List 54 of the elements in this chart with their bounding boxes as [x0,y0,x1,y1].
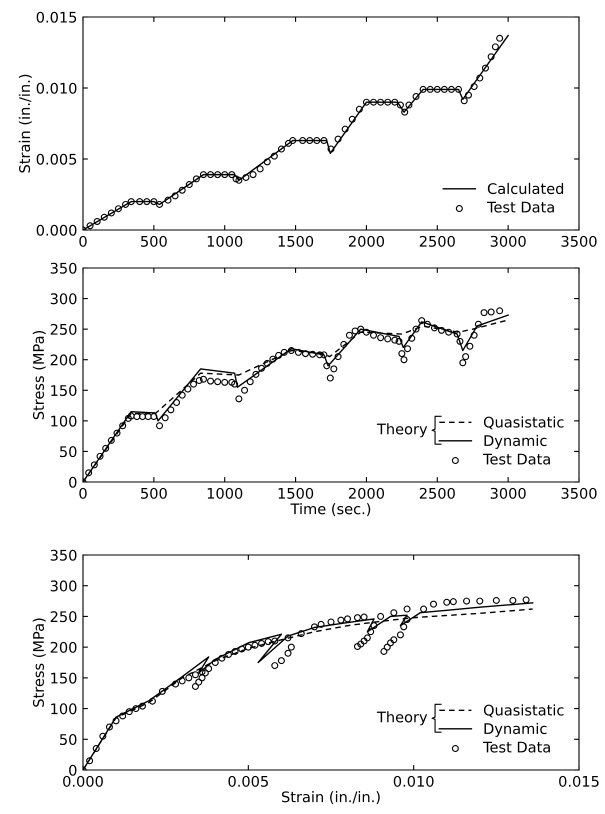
x-tick-label: 3500 [562,236,597,247]
y-tick-label: 100 [51,416,76,427]
legend-label: Quasistatic [484,416,564,430]
y-tick-label: 150 [51,672,76,684]
legend-title: Theory [376,423,428,438]
y-tick-label: 0.005 [36,154,76,165]
x-axis-title: Time (sec.) [290,503,370,516]
legend-label: Test Data [483,742,550,753]
legend-title: Theory [376,711,428,726]
legend-label: Calculated [488,182,564,194]
y-tick-label: 250 [50,611,76,622]
y-tick-label: 0 [69,764,76,776]
x-tick-label: 2500 [420,236,455,247]
y-tick-label: 0 [69,476,76,488]
y-tick-label: 0.010 [36,82,76,94]
x-tick-label: 2000 [348,236,384,247]
x-axis-title: Strain (in./in.) [282,791,380,804]
x-tick-label: 1000 [208,488,242,499]
x-tick-label: 3000 [490,488,526,499]
x-tick-label: 3500 [562,488,597,499]
x-tick-label: 500 [141,488,167,499]
y-tick-label: 0.000 [36,224,76,236]
x-tick-label: 1500 [278,236,314,247]
y-tick-label: 200 [50,354,76,366]
y-axis-title: Stress (MPa) [32,331,46,420]
x-tick-label: 3000 [490,236,526,247]
y-tick-label: 300 [50,580,76,592]
x-tick-label: 500 [141,236,167,247]
x-tick-label: 2500 [420,488,455,499]
x-tick-label: 1500 [278,488,314,499]
y-tick-label: 50 [60,446,76,458]
y-tick-label: 0.015 [36,12,76,23]
x-tick-label: 0.015 [559,776,599,787]
y-tick-label: 100 [51,703,76,714]
legend-label: Test Data [487,202,554,213]
x-tick-label: 0.010 [394,776,434,787]
x-tick-label: 1000 [208,236,242,247]
x-tick-label: 2000 [348,488,384,499]
legend-label: Test Data [483,454,550,465]
y-axis-title: Strain (in./in.) [18,74,32,173]
legend-label: Dynamic [484,434,546,449]
x-tick-label: 0 [79,236,87,247]
y-tick-label: 150 [51,385,76,396]
y-tick-label: 50 [60,734,76,746]
y-tick-label: 300 [50,293,76,304]
y-tick-label: 200 [50,642,76,653]
y-tick-label: 350 [50,262,76,274]
legend-label: Quasistatic [484,704,564,718]
y-axis-title: Stress (MPa) [32,618,46,707]
y-tick-label: 250 [50,324,76,335]
x-tick-label: 0.005 [228,776,268,787]
y-tick-label: 350 [50,550,76,561]
legend-label: Dynamic [484,722,546,737]
x-tick-label: 0 [79,488,87,499]
